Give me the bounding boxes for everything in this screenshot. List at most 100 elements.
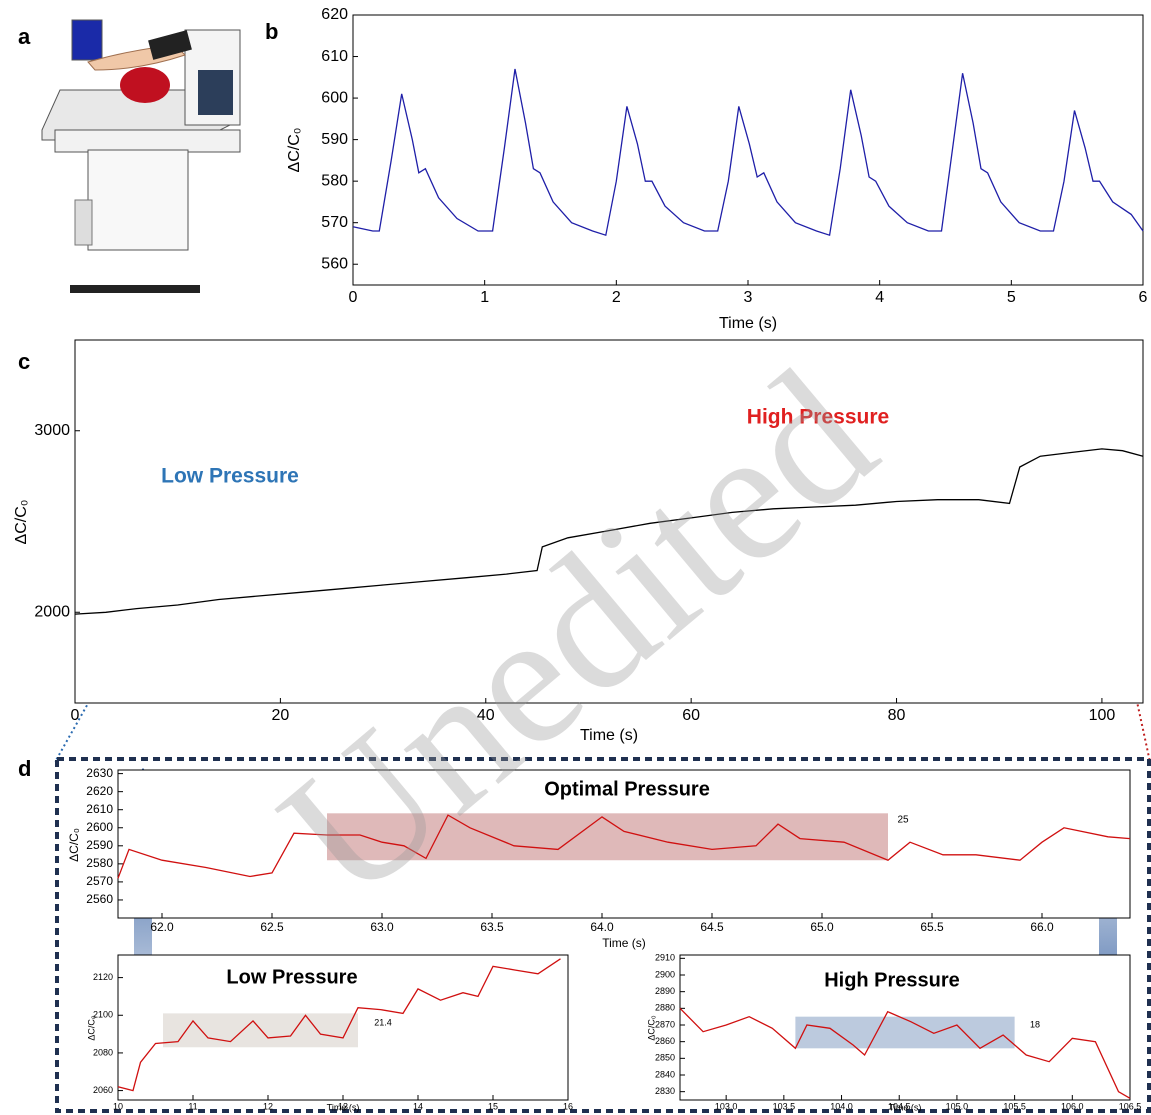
y-tick-label: 2880 (655, 1003, 675, 1013)
data-line (679, 1007, 1131, 1099)
x-tick-label: 103.5 (773, 1102, 796, 1112)
x-tick-label: 100 (1089, 707, 1116, 724)
x-axis-label: Time (s) (889, 1102, 922, 1112)
y-tick-label: 2840 (655, 1069, 675, 1079)
y-axis-label: ΔC/C₀ (646, 1015, 656, 1041)
chart: 0 1 2 3 4 5 6 560 570 580 590 600 610 620 Time (s) ΔC/C… (286, 6, 1147, 332)
y-tick-label: 2850 (655, 1053, 675, 1063)
x-tick-label: 104.5 (888, 1102, 911, 1112)
chart: 103.0 103.5 104.0 104.5 105.0 105.5 106.0 106.5… (646, 953, 1141, 1113)
x-axis-label: Time (s) (580, 727, 638, 744)
y-axis-label: ΔC/C₀ (67, 828, 81, 862)
x-tick-label: 63.5 (480, 920, 504, 934)
x-tick-label: 6 (1139, 289, 1148, 306)
x-tick-label: 15 (488, 1102, 498, 1112)
x-tick-label: 103.0 (715, 1102, 738, 1112)
data-line (352, 68, 1144, 237)
y-tick-label: 2580 (86, 856, 113, 870)
y-tick-label: 580 (321, 172, 348, 189)
plot-frame (74, 339, 1144, 704)
x-tick-label: 1 (480, 289, 489, 306)
y-tick-label: 3000 (34, 422, 70, 439)
y-tick-label: 2610 (86, 802, 113, 816)
device-illustration (41, 19, 241, 293)
x-tick-label: 106.5 (1119, 1102, 1142, 1112)
x-tick-label: 12 (263, 1102, 273, 1112)
up-arrow (123, 768, 163, 1075)
data-line (117, 958, 561, 1092)
x-tick-label: 64.0 (590, 920, 614, 934)
x-tick-label: 0 (71, 707, 80, 724)
panel-labels: a b c d (18, 19, 278, 781)
x-tick-label: 11 (188, 1102, 197, 1112)
data-line (117, 814, 1131, 879)
y-tick-label: 2060 (93, 1085, 113, 1095)
panel-label: b (265, 19, 278, 44)
y-tick-label: 2890 (655, 986, 675, 996)
y-tick-label: 2570 (86, 874, 113, 888)
annotation: 21.4 (374, 1017, 392, 1027)
y-tick-label: 2560 (86, 892, 113, 906)
chart-title: Optimal Pressure (544, 778, 710, 800)
zoom-frame (55, 757, 1151, 1113)
y-axis-label: ΔC/C₀ (86, 1015, 96, 1041)
x-tick-label: 40 (477, 707, 495, 724)
data-line (74, 448, 1144, 615)
panel-label: c (18, 349, 30, 374)
x-tick-label: 4 (875, 289, 884, 306)
y-tick-label: 610 (321, 48, 348, 65)
x-axis-label: Time (s) (719, 315, 777, 332)
chart: 62.0 62.5 63.0 63.5 64.0 64.5 65.0 65.5 66.0 2560… (67, 766, 1131, 950)
x-tick-label: 63.0 (370, 920, 394, 934)
y-axis-label: ΔC/C₀ (286, 128, 303, 173)
y-tick-label: 570 (321, 214, 348, 231)
y-tick-label: 2830 (655, 1086, 675, 1096)
x-tick-label: 60 (682, 707, 700, 724)
x-tick-label: 13 (338, 1102, 348, 1112)
y-tick-label: 2860 (655, 1036, 675, 1046)
y-tick-label: 2120 (93, 972, 113, 982)
highlight-region (795, 1016, 1015, 1049)
x-axis-label: Time (s) (602, 936, 646, 950)
chart-title: High Pressure (824, 969, 960, 991)
y-tick-label: 620 (321, 6, 348, 23)
zoom-line (54, 504, 201, 763)
panel-label: a (18, 24, 31, 49)
chart: 10 11 12 13 14 15 16 2060 2080 2100 2120 Time (s) ΔC… (86, 954, 573, 1112)
x-tick-label: 5 (1007, 289, 1016, 306)
y-tick-label: 2100 (93, 1010, 113, 1020)
y-tick-label: 2620 (86, 784, 113, 798)
y-tick-label: 2080 (93, 1047, 113, 1057)
y-tick-label: 2910 (655, 953, 675, 963)
x-tick-label: 3 (744, 289, 753, 306)
x-tick-label: 66.0 (1030, 920, 1054, 934)
x-tick-label: 105.0 (946, 1102, 969, 1112)
y-tick-label: 590 (321, 131, 348, 148)
annotation: Low Pressure (161, 465, 299, 488)
x-tick-label: 65.0 (810, 920, 834, 934)
x-axis-label: Time (s) (327, 1102, 360, 1112)
x-tick-label: 104.0 (830, 1102, 853, 1112)
x-tick-label: 80 (888, 707, 906, 724)
y-tick-label: 600 (321, 89, 348, 106)
annotation: 25 (897, 815, 909, 826)
x-tick-label: 0 (349, 289, 358, 306)
y-tick-label: 2590 (86, 838, 113, 852)
y-axis-label: ΔC/C₀ (13, 500, 30, 545)
x-tick-label: 65.5 (920, 920, 944, 934)
chart: 0 20 40 60 80 100 2000 3000 Time (s) ΔC/C₀ Low Pre… (13, 339, 1144, 744)
x-tick-label: 10 (113, 1102, 123, 1112)
x-tick-label: 2 (612, 289, 621, 306)
y-tick-label: 2630 (86, 766, 113, 780)
x-tick-label: 105.5 (1003, 1102, 1026, 1112)
y-tick-label: 2000 (34, 603, 70, 620)
x-tick-label: 16 (563, 1102, 573, 1112)
y-tick-label: 2600 (86, 820, 113, 834)
annotation: 18 (1030, 1019, 1040, 1029)
x-tick-label: 20 (271, 707, 289, 724)
plot-frame (352, 14, 1144, 286)
y-tick-label: 2900 (655, 969, 675, 979)
annotation: High Pressure (747, 406, 889, 429)
x-tick-label: 62.0 (150, 920, 174, 934)
